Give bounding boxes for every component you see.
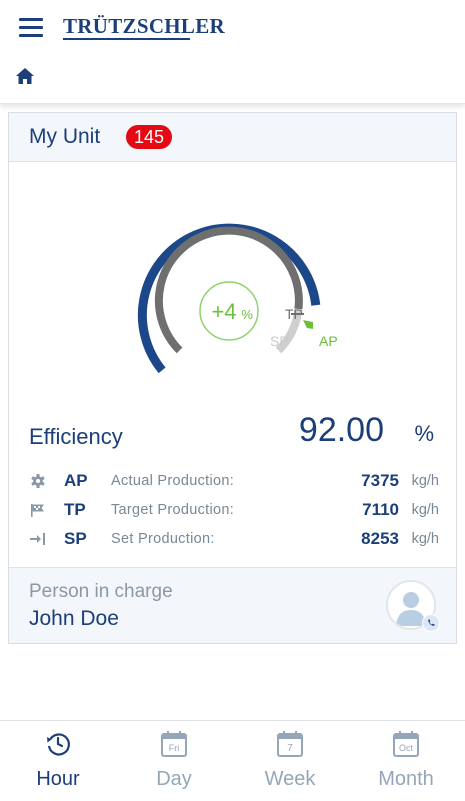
tab-month-label: Month <box>378 768 434 790</box>
production-row-ap: AP Actual Production: 7375 kg/h <box>29 470 439 494</box>
alert-count-badge[interactable]: 145 <box>126 125 173 149</box>
production-row-sp: SP Set Production: 8253 kg/h <box>29 528 439 552</box>
efficiency-unit: % <box>414 421 434 446</box>
sp-unit: kg/h <box>411 531 439 547</box>
tab-month[interactable]: Oct Month <box>348 721 464 801</box>
tp-unit: kg/h <box>411 502 439 518</box>
person-in-charge: Person in charge John Doe <box>9 567 456 643</box>
ap-gauge-label: AP <box>319 333 338 349</box>
bottom-tab-bar: Hour Fri Day 7 Week Oct Month <box>0 720 465 800</box>
sp-abbr: SP <box>64 529 87 548</box>
top-bar: TRÜTZSCHLER <box>0 0 465 104</box>
home-icon[interactable] <box>14 66 36 86</box>
sp-gauge-label: SP <box>270 333 289 349</box>
unit-title: My Unit <box>29 125 101 148</box>
tab-hour-label: Hour <box>36 768 80 790</box>
set-production-arc <box>275 308 303 354</box>
tab-hour[interactable]: Hour <box>0 721 116 801</box>
tp-gauge-label: TP <box>285 306 303 322</box>
target-flag-marker <box>303 320 313 329</box>
tab-day-label: Day <box>156 768 192 790</box>
production-row-tp: TP Target Production: 7110 kg/h <box>29 499 439 523</box>
flag-icon <box>31 504 44 517</box>
gear-icon <box>31 474 45 488</box>
tp-description: Target Production: <box>111 502 235 518</box>
clock-history-icon <box>47 733 70 756</box>
sp-value: 8253 <box>361 529 399 548</box>
tp-abbr: TP <box>64 500 86 519</box>
ap-unit: kg/h <box>411 473 439 489</box>
unit-card[interactable]: My Unit 145 +4 % TP SP AP Efficiency 92.… <box>8 112 457 644</box>
production-gauge: +4 % TP SP AP <box>137 223 338 374</box>
efficiency-label: Efficiency <box>29 424 123 449</box>
brand-underline <box>63 38 190 40</box>
calendar-week-icon: 7 <box>277 731 303 757</box>
tab-day[interactable]: Fri Day <box>116 721 232 801</box>
tab-week-label: Week <box>264 768 316 790</box>
delta-circle <box>199 281 259 341</box>
person-icon <box>396 592 426 626</box>
phone-icon[interactable] <box>422 614 440 632</box>
svg-text:Fri: Fri <box>169 743 180 753</box>
calendar-month-icon: Oct <box>393 731 419 757</box>
person-name: John Doe <box>29 607 119 630</box>
menu-icon[interactable] <box>19 18 43 38</box>
sp-description: Set Production: <box>111 531 215 547</box>
calendar-day-icon: Fri <box>161 731 187 757</box>
svg-text:7: 7 <box>287 743 293 754</box>
delta-value: +4 <box>211 299 236 324</box>
tab-week[interactable]: 7 Week <box>232 721 348 801</box>
ap-description: Actual Production: <box>111 473 235 489</box>
target-production-arc <box>154 226 303 354</box>
svg-text:Oct: Oct <box>399 743 414 753</box>
ap-abbr: AP <box>64 471 88 490</box>
ap-value: 7375 <box>361 471 399 490</box>
brand-logo: TRÜTZSCHLER <box>63 14 226 38</box>
tp-value: 7110 <box>362 500 399 519</box>
unit-card-header: My Unit 145 <box>9 113 456 162</box>
efficiency-value: 92.00 <box>298 411 384 449</box>
delta-unit: % <box>241 307 253 322</box>
arrow-to-line-icon <box>30 533 45 545</box>
person-label: Person in charge <box>29 581 173 602</box>
